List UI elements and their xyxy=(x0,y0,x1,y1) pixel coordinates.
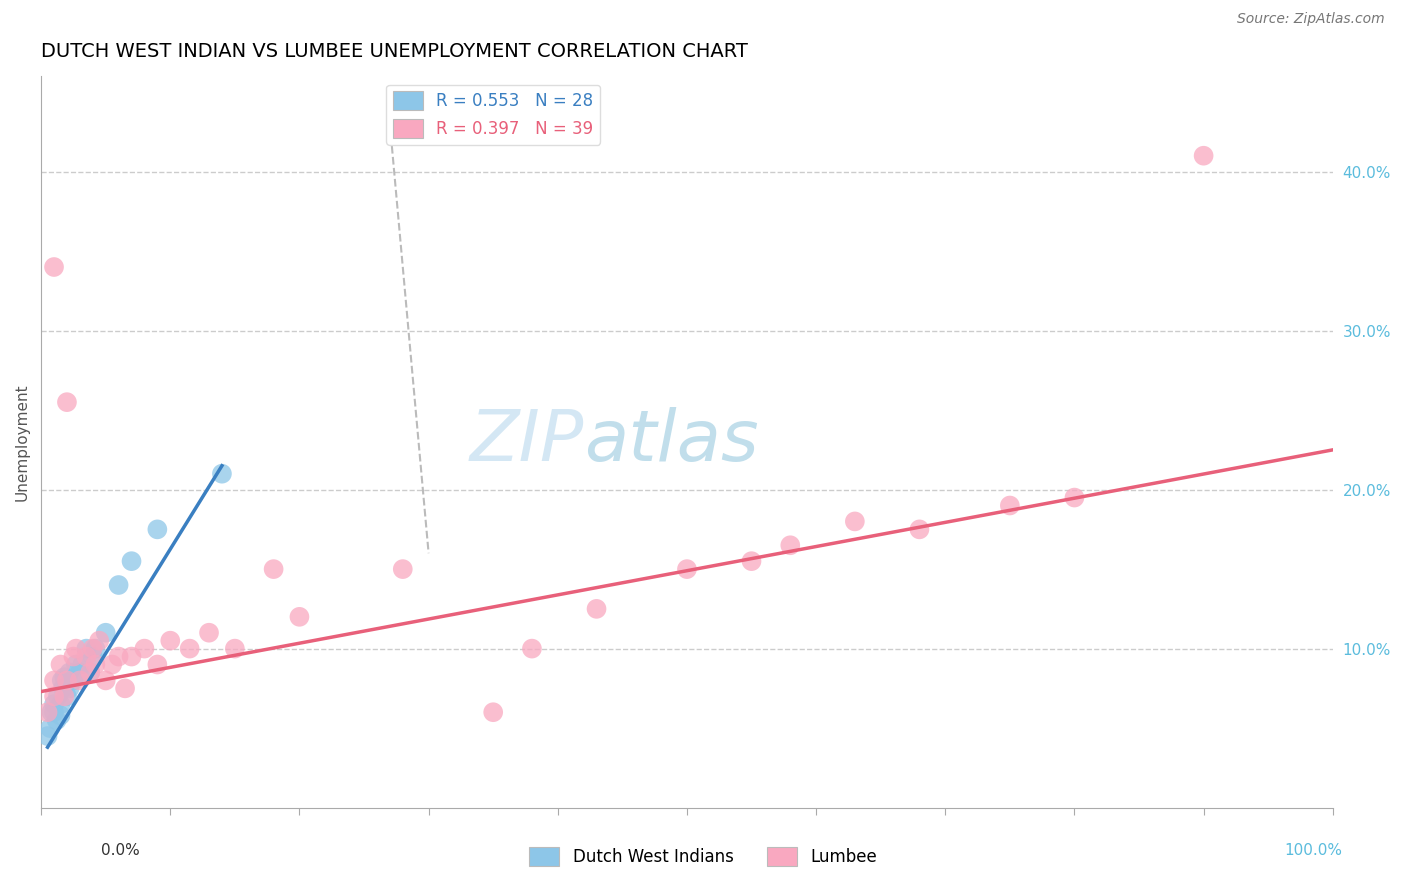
Text: ZIP: ZIP xyxy=(470,408,583,476)
Point xyxy=(101,657,124,672)
Y-axis label: Unemployment: Unemployment xyxy=(15,383,30,500)
Point xyxy=(121,554,143,568)
Point xyxy=(146,657,169,672)
Point xyxy=(49,698,72,712)
Point xyxy=(37,705,59,719)
Point xyxy=(42,698,65,712)
Point xyxy=(224,641,246,656)
Point xyxy=(107,649,129,664)
Point xyxy=(391,562,413,576)
Point xyxy=(1063,491,1085,505)
Text: DUTCH WEST INDIAN VS LUMBEE UNEMPLOYMENT CORRELATION CHART: DUTCH WEST INDIAN VS LUMBEE UNEMPLOYMENT… xyxy=(41,42,748,61)
Point xyxy=(84,657,107,672)
Point xyxy=(56,690,79,704)
Point xyxy=(159,633,181,648)
Point xyxy=(107,578,129,592)
Point xyxy=(49,657,72,672)
Point xyxy=(288,609,311,624)
Point xyxy=(65,657,87,672)
Point xyxy=(49,708,72,723)
Point xyxy=(62,673,84,688)
Point xyxy=(42,673,65,688)
Point xyxy=(741,554,763,568)
Text: 100.0%: 100.0% xyxy=(1285,843,1343,858)
Point xyxy=(41,705,63,719)
Point xyxy=(146,522,169,536)
Point xyxy=(82,649,104,664)
Point xyxy=(62,649,84,664)
Point xyxy=(908,522,931,536)
Point xyxy=(211,467,233,481)
Point xyxy=(69,673,91,688)
Text: atlas: atlas xyxy=(583,408,758,476)
Point xyxy=(520,641,543,656)
Point xyxy=(94,625,117,640)
Point xyxy=(72,657,94,672)
Point xyxy=(84,641,107,656)
Point xyxy=(39,721,62,735)
Point xyxy=(65,641,87,656)
Point xyxy=(114,681,136,696)
Point xyxy=(75,641,97,656)
Text: Source: ZipAtlas.com: Source: ZipAtlas.com xyxy=(1237,12,1385,26)
Point xyxy=(179,641,201,656)
Point xyxy=(51,673,73,688)
Point xyxy=(58,681,80,696)
Point xyxy=(89,633,111,648)
Point xyxy=(42,260,65,274)
Point xyxy=(79,665,101,680)
Point xyxy=(844,515,866,529)
Point xyxy=(69,665,91,680)
Point xyxy=(82,641,104,656)
Point xyxy=(45,713,67,727)
Point xyxy=(263,562,285,576)
Point xyxy=(94,673,117,688)
Point xyxy=(52,681,75,696)
Point xyxy=(56,673,79,688)
Point xyxy=(134,641,156,656)
Legend: R = 0.553   N = 28, R = 0.397   N = 39: R = 0.553 N = 28, R = 0.397 N = 39 xyxy=(387,85,600,145)
Point xyxy=(53,690,76,704)
Point xyxy=(482,705,505,719)
Point xyxy=(58,665,80,680)
Text: 0.0%: 0.0% xyxy=(101,843,141,858)
Point xyxy=(585,602,607,616)
Point xyxy=(75,649,97,664)
Point xyxy=(56,395,79,409)
Point xyxy=(198,625,221,640)
Point xyxy=(46,690,69,704)
Point xyxy=(676,562,699,576)
Point xyxy=(79,665,101,680)
Point xyxy=(42,690,65,704)
Point xyxy=(42,705,65,719)
Point xyxy=(37,729,59,743)
Point xyxy=(779,538,801,552)
Point xyxy=(53,670,76,684)
Point xyxy=(121,649,143,664)
Point xyxy=(1192,149,1215,163)
Legend: Dutch West Indians, Lumbee: Dutch West Indians, Lumbee xyxy=(523,840,883,873)
Point xyxy=(998,499,1021,513)
